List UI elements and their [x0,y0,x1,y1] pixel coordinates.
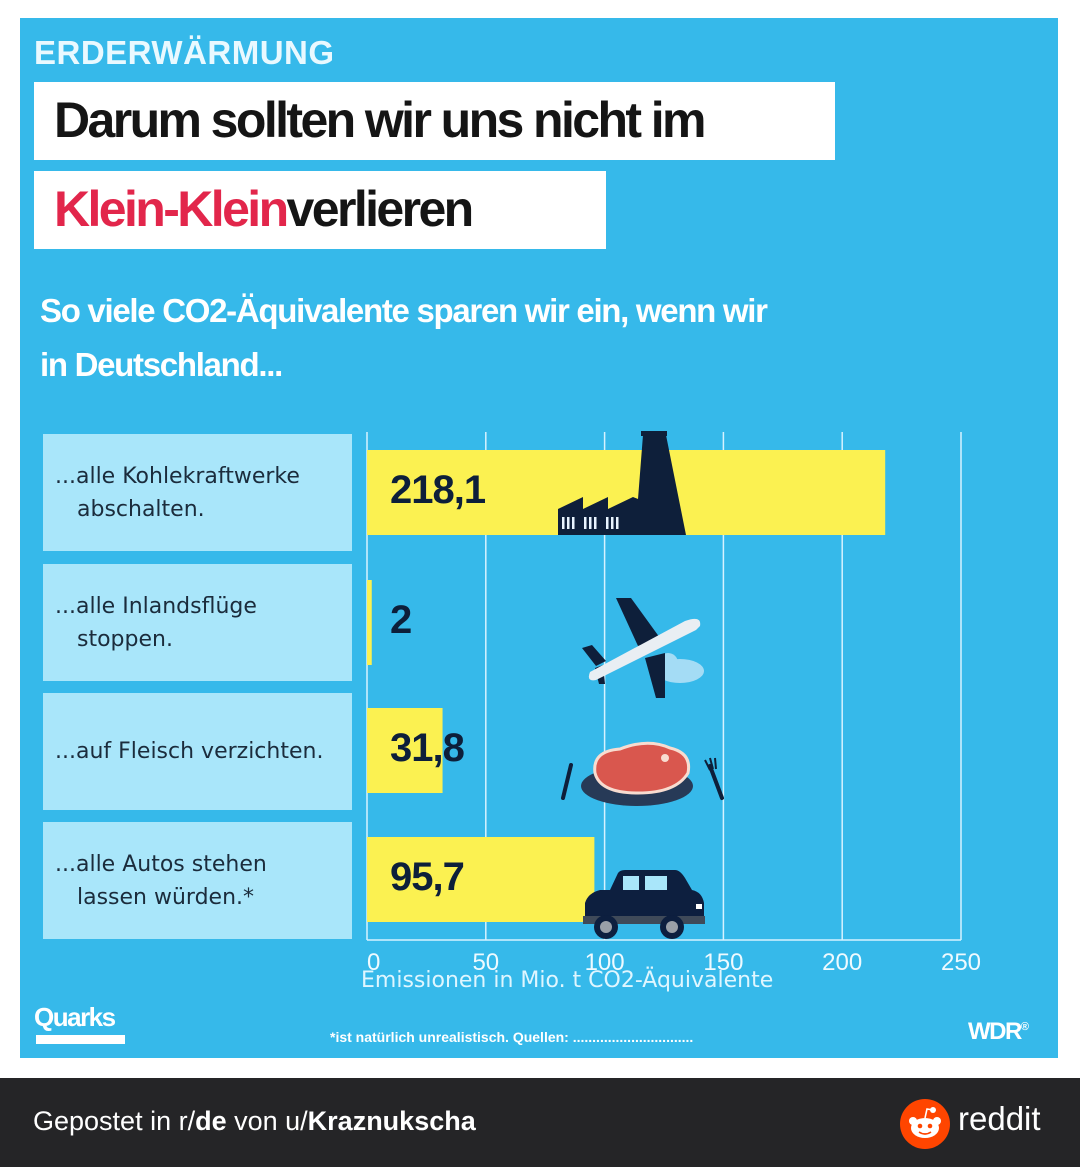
value-label: 31,8 [390,726,465,770]
reddit-wordmark: reddit [958,1100,1041,1137]
steak-plate-icon [561,741,724,806]
x-tick-label: 50 [472,949,499,976]
subtitle-line-2: in Deutschland... [40,346,283,383]
category-label-line1: ...alle Kohlekraftwerke [55,463,300,489]
bar [367,580,372,665]
subreddit-link[interactable]: de [195,1106,227,1136]
title-line-2: Klein-Kleinverlieren [54,179,475,239]
source-note: *ist natürlich unrealistisch. Quellen: .… [330,1029,694,1045]
category-label-line2: abschalten. [77,496,205,522]
bar [367,708,443,793]
x-tick-label: 150 [703,949,743,976]
wdr-logo: WDR® [968,1018,1029,1046]
posted-in-text: Gepostet in r/de von u/Kraznukscha [33,1106,476,1137]
x-tick-label: 0 [367,949,380,976]
registered-mark: ® [1020,1021,1029,1033]
bar-chart: 0 50 100 150 200 250 218,1 2 31,8 95,7 [366,431,981,976]
kicker: ERDERWÄRMUNG [34,34,335,71]
reddit-logo-icon[interactable] [900,1099,950,1149]
airplane-icon [582,598,704,698]
posted-middle: von u/ [226,1106,308,1136]
category-label-line2: lassen würden.* [77,884,255,910]
title-rest: verlieren [286,181,475,237]
category-label-cars: ...alle Autos stehen lassen würden.* [43,822,352,939]
title-box-1: Darum sollten wir uns nicht im [34,82,835,160]
subtitle-line-1: So viele CO2-Äquivalente sparen wir ein,… [40,292,768,329]
category-label-line2: stoppen. [77,626,173,652]
category-label-line1: ...alle Autos stehen [55,851,267,877]
value-label: 95,7 [390,855,464,899]
subtitle: So viele CO2-Äquivalente sparen wir ein,… [40,284,860,392]
title-highlight: Klein-Klein [54,181,289,237]
x-tick-label: 200 [822,949,862,976]
title-line-1: Darum sollten wir uns nicht im [54,92,706,148]
x-tick-label: 100 [585,949,625,976]
category-label-line1: ...alle Inlandsflüge [55,593,257,619]
category-label-coal: ...alle Kohlekraftwerke abschalten. [43,434,352,551]
user-link[interactable]: Kraznukscha [307,1106,476,1136]
category-label-flights: ...alle Inlandsflüge stoppen. [43,564,352,681]
posted-prefix: Gepostet in r/ [33,1106,196,1136]
x-axis-title: Emissionen in Mio. t CO2-Äquivalente [361,968,774,993]
infographic-card: ERDERWÄRMUNG Darum sollten wir uns nicht… [20,18,1058,1058]
wdr-logo-text: WDR [968,1018,1022,1045]
title-box-2: Klein-Kleinverlieren [34,171,606,249]
category-label-line1: ...auf Fleisch verzichten. [55,739,324,764]
category-label-meat: ...auf Fleisch verzichten. [43,693,352,810]
value-label: 218,1 [390,468,486,512]
quarks-logo-bar [36,1035,125,1044]
x-tick-label: 250 [941,949,981,976]
value-label: 2 [390,598,411,642]
quarks-logo: Quarks [34,1002,116,1032]
factory-icon [558,431,686,535]
bar [367,837,595,922]
car-icon [583,870,705,939]
share-bar: Gepostet in r/de von u/Kraznukscha reddi… [0,1078,1080,1167]
